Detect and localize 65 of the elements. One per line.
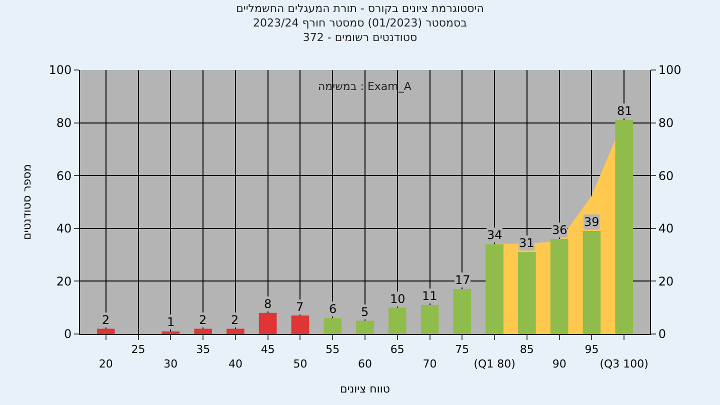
- data-label: 6: [329, 302, 337, 316]
- data-label: 7: [296, 300, 304, 314]
- x-axis-title: טווח ציונים: [340, 382, 390, 396]
- y2-tick-label: 40: [658, 222, 674, 236]
- bar: [388, 308, 406, 334]
- bar: [226, 328, 244, 334]
- x-tick-label: (Q3 100): [600, 358, 648, 370]
- y-axis-title: מספר סטודנטים: [20, 164, 34, 240]
- bar: [550, 238, 568, 334]
- y-tick-label: 80: [56, 116, 72, 130]
- data-label: 36: [552, 223, 568, 237]
- x-tick-label: 40: [228, 358, 242, 370]
- y2-tick-label: 60: [658, 168, 674, 183]
- bar: [291, 316, 310, 334]
- chart-title: היסטוגרמת ציונים בקורס - תורת המעגלים החשמליים: [236, 2, 484, 16]
- chart-subtitle: בסמסטר (01/2023) סמסטר חורף 2023/24 סטודנטים רשומים - 372: [253, 16, 467, 44]
- x-tick-label: 90: [552, 358, 566, 370]
- y2-tick-label: 0: [658, 327, 666, 342]
- data-label: 34: [487, 228, 502, 242]
- y-tick-label: 0: [64, 327, 72, 342]
- x-tick-label: 60: [358, 358, 372, 370]
- bar: [356, 320, 374, 334]
- bar: [615, 120, 633, 334]
- bar: [324, 318, 342, 334]
- x-tick-label: 55: [326, 343, 340, 356]
- data-label: 2: [102, 313, 110, 327]
- x-tick-label: 70: [422, 358, 437, 370]
- data-label: 81: [617, 104, 632, 118]
- x-tick-label: 65: [390, 343, 404, 356]
- data-label: 2: [231, 313, 239, 327]
- data-label: 2: [199, 313, 207, 327]
- x-tick-label: 50: [293, 358, 308, 370]
- x-tick-label: 20: [98, 358, 113, 370]
- bar: [194, 328, 212, 334]
- bar: [97, 328, 115, 334]
- x-tick-label: 75: [455, 343, 470, 356]
- bar: [582, 231, 601, 334]
- data-label: 17: [455, 273, 470, 287]
- data-label: 11: [422, 289, 438, 303]
- y-tick-label: 100: [48, 63, 72, 78]
- data-label: 5: [361, 305, 369, 319]
- x-tick-label: 95: [584, 343, 599, 356]
- bar: [486, 244, 504, 334]
- data-label: 1: [167, 315, 175, 329]
- bar: [162, 331, 180, 334]
- y2-tick-label: 20: [658, 274, 674, 288]
- data-label: 10: [390, 292, 406, 306]
- data-label: 31: [519, 236, 534, 250]
- y-tick-label: 40: [56, 222, 72, 236]
- data-label: 8: [264, 297, 272, 311]
- bar: [258, 312, 277, 334]
- bar: [420, 304, 439, 334]
- y-tick-label: 20: [56, 274, 72, 288]
- x-tick-label: 25: [131, 343, 146, 356]
- y-tick-label: 60: [56, 168, 72, 183]
- y2-tick-label: 100: [658, 63, 682, 78]
- x-tick-label: 45: [260, 343, 275, 356]
- x-tick-label: 85: [520, 343, 534, 356]
- bar: [453, 289, 472, 334]
- x-tick-label: 30: [164, 358, 178, 370]
- data-label: 39: [584, 215, 600, 229]
- x-tick-label: 35: [196, 343, 210, 356]
- y2-tick-label: 80: [658, 116, 674, 130]
- bar: [518, 252, 536, 334]
- x-tick-label: (Q1 80): [474, 358, 516, 370]
